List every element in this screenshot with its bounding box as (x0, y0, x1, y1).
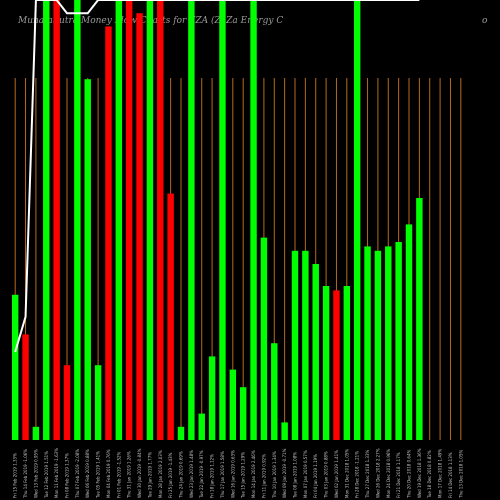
bar (198, 413, 205, 440)
x-tick-label: Fri 18 Jan 2019 1.12% (210, 454, 215, 498)
bar (188, 0, 195, 440)
bar (157, 0, 164, 440)
bar (229, 369, 237, 440)
x-tick-label: Tue 05 Feb 2019 1.41% (96, 451, 101, 499)
x-tick-label: Tue 29 Jan 2019 1.77% (147, 452, 152, 499)
x-tick-label: Mon 24 Dec 2018 0.96% (386, 449, 391, 498)
bar (125, 0, 133, 440)
x-tick-label: Thu 07 Feb 2019 -2.08% (75, 449, 80, 499)
bar (260, 237, 268, 440)
x-tick-label: Thu 27 Dec 2018 1.33% (365, 449, 370, 499)
bar (343, 286, 351, 440)
bar (11, 294, 19, 440)
bar (219, 0, 226, 440)
grid-lines (14, 78, 462, 440)
x-tick-label: Tue 12 Feb 2019 1.51% (44, 451, 49, 499)
bar (208, 356, 216, 440)
bar-series (11, 0, 423, 441)
x-tick-label: Fri 15 Feb 2019 1.33% (13, 453, 18, 498)
x-tick-label: Thu 31 Jan 2019 1.26% (127, 451, 132, 499)
x-tick-label: Mon 07 Jan 2019 0.57% (303, 450, 308, 498)
x-tick-label: Fri 14 Dec 2018 1.13% (448, 452, 453, 498)
x-tick-label: Thu 03 Jan 2019 0.88% (324, 451, 329, 499)
x-tick-label: Tue 08 Jan 2019 1.08% (293, 452, 298, 499)
x-tick-label: Thu 13 Dec 2018 1.05% (458, 449, 463, 499)
bar (364, 246, 371, 440)
x-tick-label: Tue 22 Jan 2019 -0.97% (199, 450, 204, 499)
bar (405, 224, 413, 440)
x-tick-label: Wed 06 Feb 2019 0.88% (85, 449, 90, 498)
x-tick-label: Wed 16 Jan 2019 0.63% (230, 450, 235, 498)
x-tick-label: Thu 14 Feb 2019 -1.06% (23, 449, 28, 499)
bar (94, 365, 102, 440)
x-tick-label: Fri 25 Jan 2019 -1.43% (168, 452, 173, 498)
x-tick-label: Thu 24 Jan 2019 0.69% (179, 451, 184, 499)
bar (374, 250, 382, 440)
bar (146, 0, 154, 440)
x-tick-label: Wed 26 Dec 2018 2.27% (375, 448, 380, 498)
x-tick-label: Mon 31 Dec 2018 1.05% (344, 449, 349, 498)
x-tick-label: Thu 10 Jan 2019 1.34% (272, 451, 277, 499)
bar (105, 26, 112, 441)
bar (353, 0, 361, 440)
bar (239, 387, 247, 440)
bar (385, 246, 392, 440)
x-tick-label: Wed 30 Jan 2019 -0.84% (137, 448, 142, 498)
bar (312, 264, 319, 440)
bar (74, 0, 81, 440)
x-tick-label: Fri 11 Jan 2019 0.92% (261, 454, 266, 498)
bar (167, 193, 174, 440)
bar (84, 79, 91, 440)
bar (177, 426, 185, 440)
bar (43, 0, 50, 440)
x-tick-label: Fri 28 Dec 2018 -1.21% (355, 451, 360, 498)
x-tick-label: Tue 15 Jan 2019 1.29% (241, 452, 246, 499)
x-tick-label: Mon 28 Jan 2019 2.03% (158, 450, 163, 498)
x-tick-label: Mon 04 Feb 2019 0.76% (106, 449, 111, 498)
x-tick-label: Fri 21 Dec 2018 1.17% (396, 452, 401, 498)
bar (136, 13, 143, 440)
x-tick-label: Wed 23 Jan 2019 1.48% (189, 450, 194, 498)
x-tick-labels: Fri 15 Feb 2019 1.33% Thu 14 Feb 2019 -1.… (13, 448, 464, 499)
x-tick-label: Mon 17 Dec 2018 1.49% (438, 449, 443, 498)
bar (22, 334, 29, 440)
bar (281, 422, 288, 440)
bar (53, 0, 60, 440)
bar (302, 250, 309, 440)
line-series (14, 0, 420, 353)
bar (416, 198, 423, 440)
x-tick-label: Wed 19 Dec 2018 1.36% (417, 448, 422, 498)
bar (32, 426, 40, 440)
bar (322, 286, 330, 440)
bar (395, 242, 402, 440)
chart-title-suffix: o (482, 16, 488, 26)
x-tick-label: Fri 08 Feb 2019 1.37% (65, 453, 70, 498)
x-tick-label: Tue 18 Dec 2018 0.82% (427, 450, 432, 499)
money-flow-line (14, 0, 420, 353)
x-tick-label: Wed 02 Jan 2019 1.41% (334, 450, 339, 498)
x-tick-label: Mon 11 Feb 2019 -1.63% (54, 448, 59, 498)
x-tick-label: Thu 20 Dec 2018 0.64% (407, 449, 412, 499)
bar (115, 0, 123, 440)
x-tick-label: Fri 01 Feb 2019 -1.52% (116, 451, 121, 498)
x-tick-label: Thu 17 Jan 2019 1.58% (220, 451, 225, 499)
x-tick-label: Fri 04 Jan 2019 1.19% (313, 454, 318, 498)
x-tick-label: Wed 13 Feb 2019 0.95% (33, 449, 38, 498)
bar (291, 250, 299, 440)
x-tick-label: Mon 14 Jan 2019 2.46% (251, 450, 256, 498)
bar (250, 0, 257, 440)
x-tick-label: Wed 09 Jan 2019 -0.71% (282, 448, 287, 498)
bar (333, 290, 340, 440)
bar (63, 365, 71, 440)
bar (271, 343, 278, 440)
